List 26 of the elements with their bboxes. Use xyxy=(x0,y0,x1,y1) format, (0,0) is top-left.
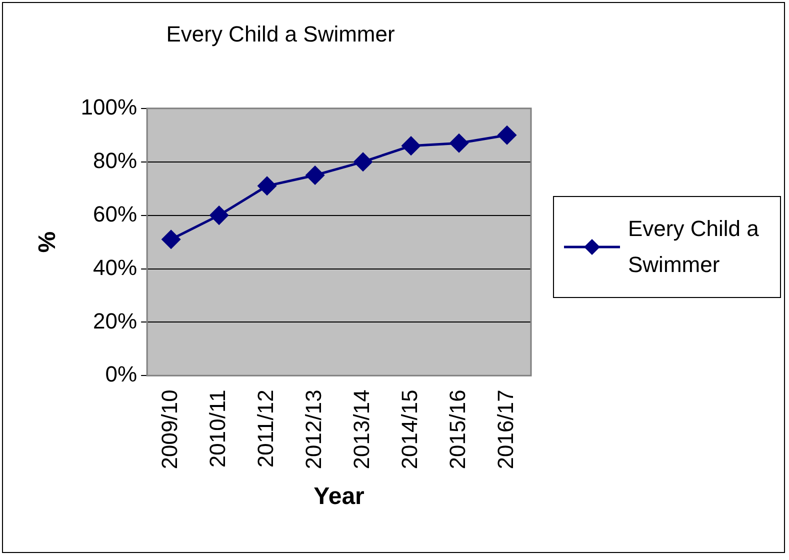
point xyxy=(402,136,420,156)
y-axis-title: % xyxy=(34,231,62,253)
point xyxy=(162,230,180,249)
x-tick-label: 2016/17 xyxy=(493,390,518,470)
x-tick-label: 2012/13 xyxy=(301,390,326,470)
x-tick-label: 2013/14 xyxy=(349,390,374,470)
point xyxy=(210,206,228,225)
point xyxy=(354,152,372,172)
point xyxy=(306,166,324,184)
legend-label: Every Child a Swimmer xyxy=(628,215,760,280)
point xyxy=(258,176,276,196)
y-tick-label: 40% xyxy=(93,254,138,280)
x-tick-label: 2010/11 xyxy=(205,390,230,468)
x-tick-label: 2009/10 xyxy=(157,390,182,470)
x-axis-title: Year xyxy=(314,483,364,510)
x-tick-label: 2014/15 xyxy=(397,390,422,470)
x-tick-label: 2015/16 xyxy=(445,390,470,470)
y-tick-label: 60% xyxy=(93,201,138,226)
y-tick-label: 0% xyxy=(105,362,138,387)
y-tick-label: 80% xyxy=(93,148,138,173)
point xyxy=(450,134,468,152)
chart-title: Every Child a Swimmer xyxy=(166,21,395,46)
point xyxy=(498,126,516,144)
y-tick-label: 20% xyxy=(93,308,138,334)
y-tick-label: 100% xyxy=(80,94,138,120)
x-tick-label: 2011/12 xyxy=(253,390,278,468)
